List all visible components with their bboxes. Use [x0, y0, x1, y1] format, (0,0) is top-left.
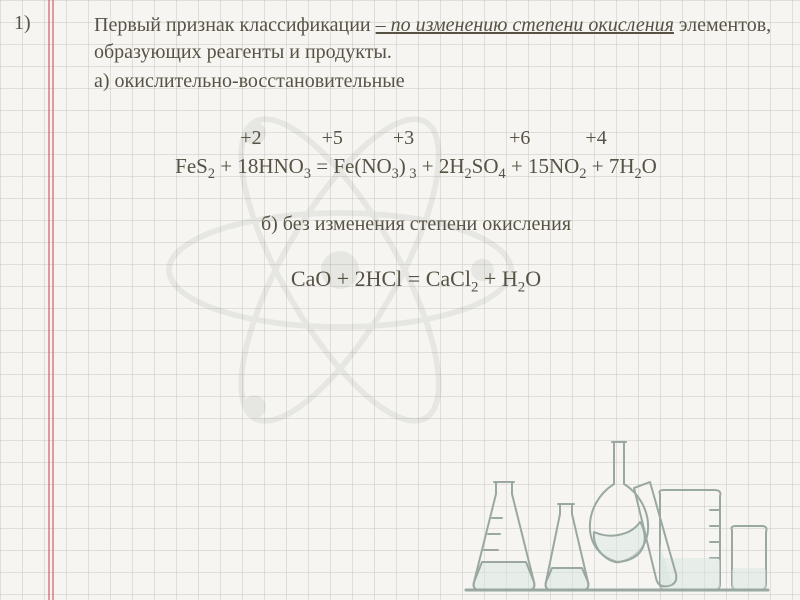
slide-content: Первый признак классификации – по измене…	[56, 12, 776, 316]
section-b-label: б) без изменения степени окисления	[56, 211, 776, 238]
section-a-label: а) окислительно-восстановительные	[94, 68, 776, 95]
intro-prefix: Первый признак классификации	[94, 14, 376, 36]
intro-underlined: – по изменению степени окисления	[376, 14, 674, 36]
list-marker: 1)	[14, 12, 31, 35]
equation-1: FeS2 + 18HNO3 = Fe(NO3) 3 + 2H2SO4 + 15N…	[175, 152, 657, 180]
margin-rule-left-1	[48, 0, 50, 600]
intro-paragraph: Первый признак классификации – по измене…	[94, 12, 776, 66]
margin-rule-left-2	[52, 0, 54, 600]
equation-2: CaO + 2HCl = CaCl2 + H2O	[56, 264, 776, 294]
oxidation-states-row: +2 +5 +3 +6 +4	[225, 125, 606, 152]
equation-1-block: +2 +5 +3 +6 +4 FeS2 + 18HNO3 = Fe(NO3) 3…	[56, 125, 776, 181]
